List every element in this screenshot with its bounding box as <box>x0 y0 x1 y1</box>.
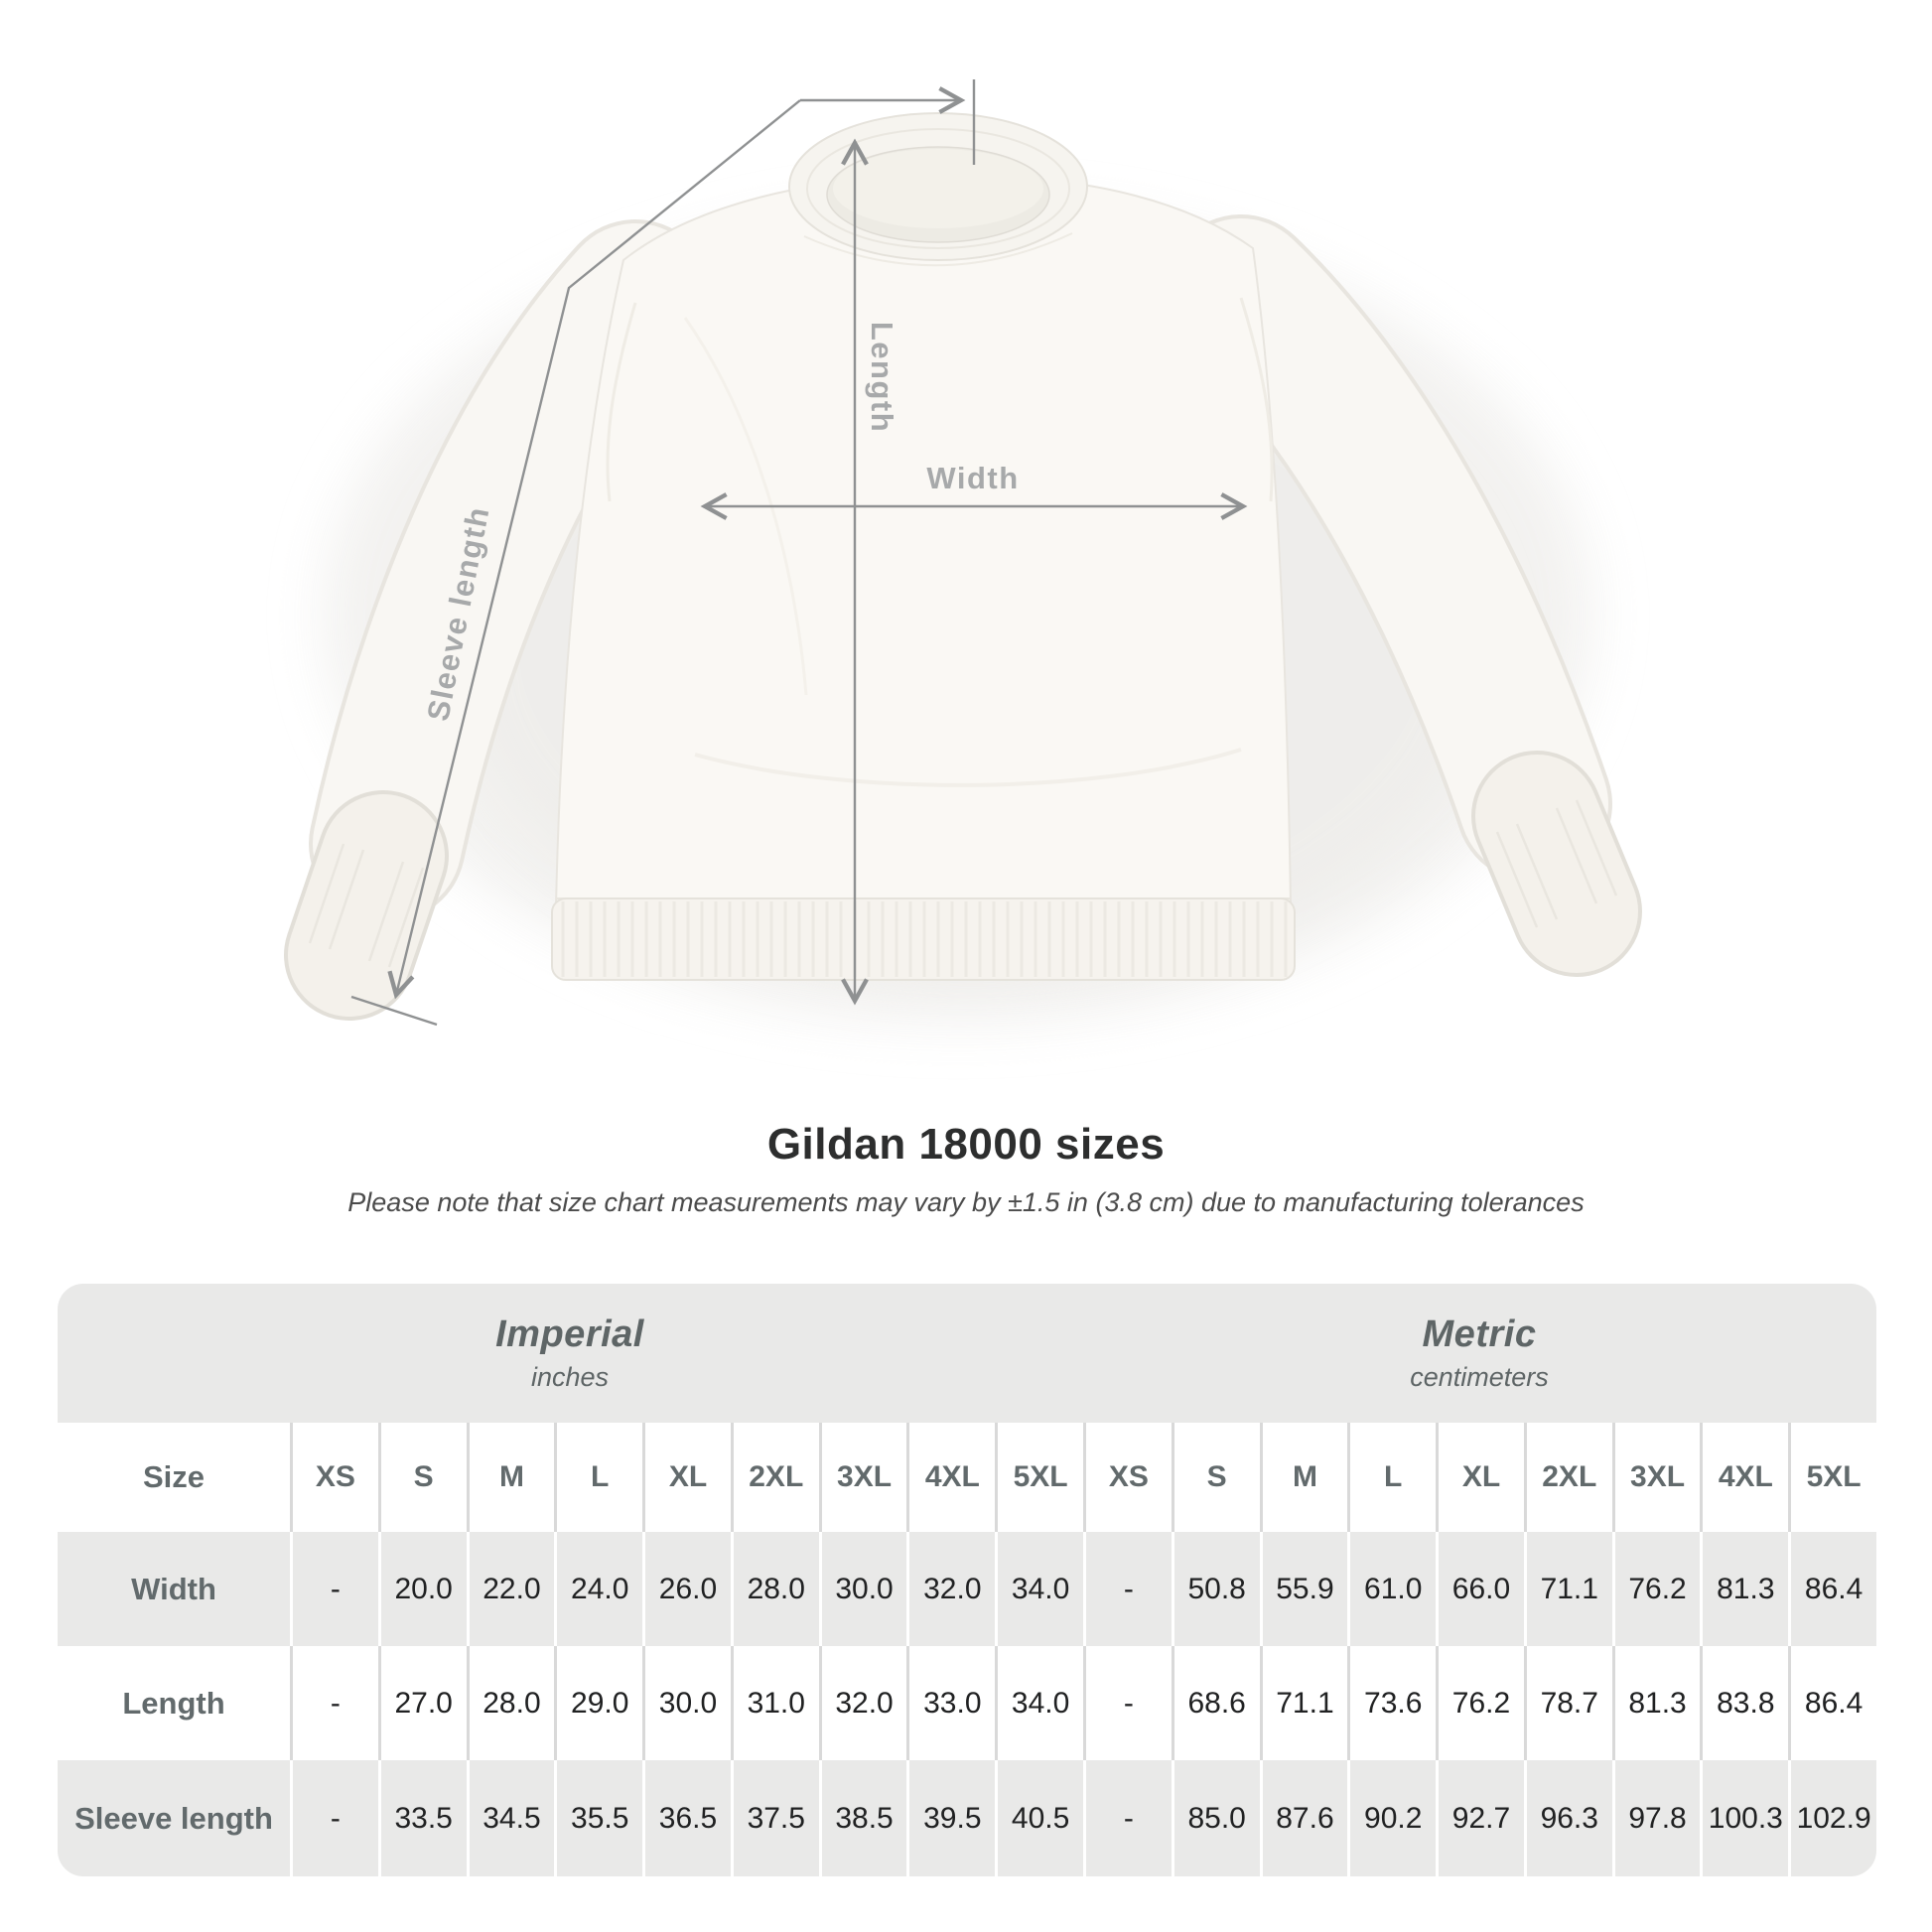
page-title: Gildan 18000 sizes <box>766 1120 1166 1169</box>
table-cell: 34.5 <box>466 1760 555 1876</box>
table-cell: 102.9 <box>1788 1760 1876 1876</box>
table-cell: 35.5 <box>554 1760 642 1876</box>
table-cell: - <box>1083 1646 1172 1760</box>
table-cell: 61.0 <box>1347 1532 1436 1646</box>
table-cell: - <box>290 1760 378 1876</box>
size-corner-label: Size <box>142 1459 206 1494</box>
metric-header: Metric centimeters <box>1082 1284 1876 1423</box>
table-cell: 24.0 <box>554 1532 642 1646</box>
row-label: Sleeve length <box>74 1800 273 1836</box>
table-cell: 50.8 <box>1171 1532 1260 1646</box>
table-cell: - <box>1083 1532 1172 1646</box>
size-column-header: 2XL <box>730 1423 819 1532</box>
sweatshirt-measurement-diagram: Length Width Sleeve length <box>284 79 1642 1027</box>
table-cell: - <box>1083 1760 1172 1876</box>
unit-system-band: Imperial inches Metric centimeters <box>58 1284 1876 1423</box>
table-cell: 76.2 <box>1611 1532 1701 1646</box>
size-column-header: S <box>1171 1423 1260 1532</box>
table-cell: 34.0 <box>995 1646 1083 1760</box>
row-label: Width <box>131 1571 216 1606</box>
table-cell: 68.6 <box>1171 1646 1260 1760</box>
metric-unit: centimeters <box>1410 1362 1549 1392</box>
table-cell: 81.3 <box>1611 1646 1701 1760</box>
table-cell: 28.0 <box>730 1532 819 1646</box>
row-label: Length <box>122 1685 225 1721</box>
table-cell: 32.0 <box>906 1532 995 1646</box>
table-cell: 90.2 <box>1347 1760 1436 1876</box>
table-cell: 86.4 <box>1788 1646 1876 1760</box>
size-column-header: 5XL <box>995 1423 1083 1532</box>
length-label: Length <box>865 322 899 433</box>
size-column-header: 3XL <box>818 1423 907 1532</box>
table-cell: 30.0 <box>642 1646 731 1760</box>
table-cell: 76.2 <box>1436 1646 1524 1760</box>
size-column-header: 4XL <box>906 1423 995 1532</box>
table-cell: 31.0 <box>730 1646 819 1760</box>
table-cell: 73.6 <box>1347 1646 1436 1760</box>
size-column-header: S <box>377 1423 467 1532</box>
table-cell: 20.0 <box>377 1532 467 1646</box>
imperial-header: Imperial inches <box>58 1284 1082 1423</box>
table-cell: 34.0 <box>995 1532 1083 1646</box>
size-column-header: XS <box>290 1423 378 1532</box>
table-cell: 66.0 <box>1436 1532 1524 1646</box>
table-cell: 22.0 <box>466 1532 555 1646</box>
cuff-tick <box>350 995 438 1027</box>
table-cell: 38.5 <box>818 1760 907 1876</box>
size-column-header: 3XL <box>1611 1423 1701 1532</box>
table-cell: 71.1 <box>1523 1532 1612 1646</box>
metric-label: Metric <box>1422 1313 1537 1355</box>
table-body: Width -20.0 22.0 24.0 26.0 28.0 30.0 32.0 34.0-5… <box>58 1532 1876 1876</box>
table-cell: 97.8 <box>1611 1760 1701 1876</box>
table-cell: 33.0 <box>906 1646 995 1760</box>
size-table: Imperial inches Metric centimeters Size … <box>58 1284 1876 1876</box>
table-cell: 37.5 <box>730 1760 819 1876</box>
sweatshirt-image <box>284 112 1642 1021</box>
table-cell: 28.0 <box>466 1646 555 1760</box>
table-cell: 36.5 <box>642 1760 731 1876</box>
table-cell: 86.4 <box>1788 1532 1876 1646</box>
table-row: Length -27.0 28.0 29.0 30.0 31.0 32.0 33.0 34.0-… <box>58 1646 1876 1760</box>
table-cell: 81.3 <box>1700 1532 1788 1646</box>
size-header-row: Size XS S M L XL 2XL 3XL 4XL 5XL XS S M L XL 2XL 3XL 4XL… <box>58 1423 1876 1532</box>
size-column-header: 5XL <box>1788 1423 1876 1532</box>
width-label: Width <box>926 461 1019 495</box>
table-row: Sleeve length -33.5 34.5 35.5 36.5 37.5 38.5 39… <box>58 1760 1876 1876</box>
table-cell: 40.5 <box>995 1760 1083 1876</box>
size-column-header: 4XL <box>1700 1423 1788 1532</box>
table-cell: 87.6 <box>1259 1760 1348 1876</box>
table-cell: 39.5 <box>906 1760 995 1876</box>
table-cell: 55.9 <box>1259 1532 1348 1646</box>
table-cell: 71.1 <box>1259 1646 1348 1760</box>
size-column-header: XS <box>1083 1423 1172 1532</box>
measurement-lines <box>350 79 1248 1027</box>
table-cell: 83.8 <box>1700 1646 1788 1760</box>
table-cell: 78.7 <box>1523 1646 1612 1760</box>
table-cell: 85.0 <box>1171 1760 1260 1876</box>
table-cell: 92.7 <box>1436 1760 1524 1876</box>
size-column-header: M <box>1259 1423 1348 1532</box>
tolerance-note: Please note that size chart measurements… <box>347 1187 1585 1217</box>
size-column-header: L <box>554 1423 642 1532</box>
size-column-header: 2XL <box>1523 1423 1612 1532</box>
imperial-unit: inches <box>530 1362 610 1392</box>
table-cell: 33.5 <box>377 1760 467 1876</box>
table-row: Width -20.0 22.0 24.0 26.0 28.0 30.0 32.0 34.0-5… <box>58 1532 1876 1646</box>
table-cell: - <box>290 1646 378 1760</box>
size-column-header: L <box>1347 1423 1436 1532</box>
size-column-header: M <box>466 1423 555 1532</box>
size-column-header: XL <box>1436 1423 1524 1532</box>
table-cell: 100.3 <box>1700 1760 1788 1876</box>
table-cell: 96.3 <box>1523 1760 1612 1876</box>
table-cell: 29.0 <box>554 1646 642 1760</box>
sleeve-measure-line <box>387 99 801 1000</box>
size-column-header: XL <box>642 1423 731 1532</box>
table-cell: 27.0 <box>377 1646 467 1760</box>
table-cell: 32.0 <box>818 1646 907 1760</box>
table-cell: - <box>290 1532 378 1646</box>
table-cell: 26.0 <box>642 1532 731 1646</box>
imperial-label: Imperial <box>495 1313 644 1355</box>
table-cell: 30.0 <box>818 1532 907 1646</box>
